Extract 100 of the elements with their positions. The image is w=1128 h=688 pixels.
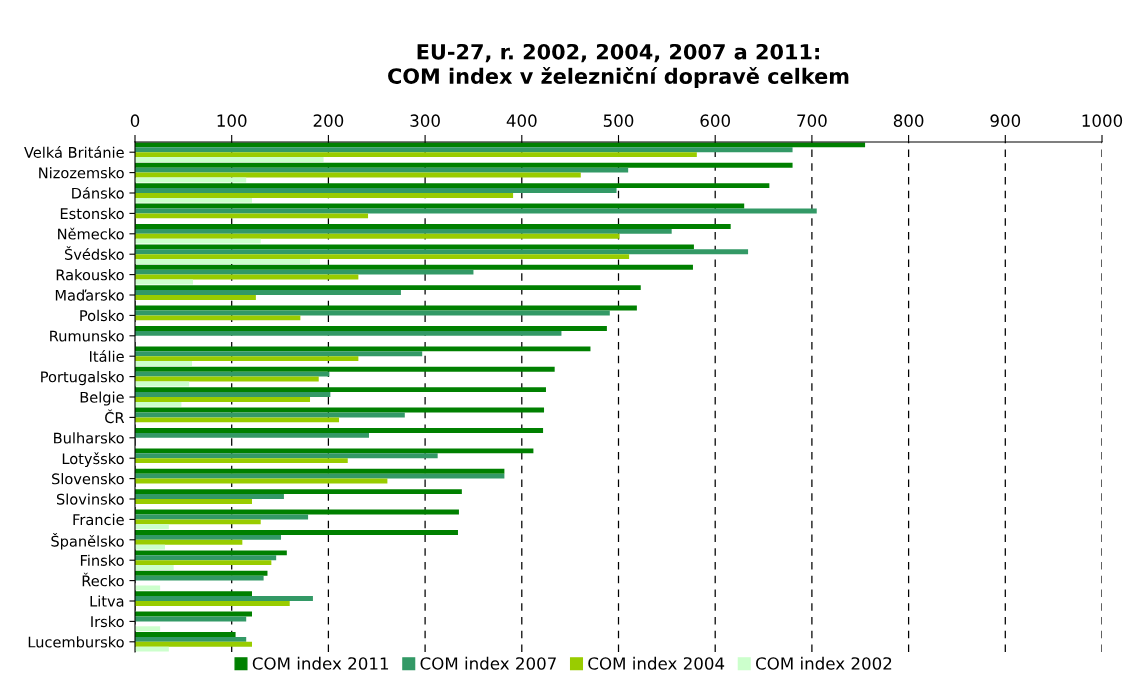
bar xyxy=(135,264,693,270)
bar xyxy=(135,233,620,239)
y-tick-label: Španělsko xyxy=(51,533,124,550)
bar xyxy=(135,611,253,617)
bar xyxy=(135,489,462,495)
bar xyxy=(135,636,247,642)
x-tick-label: 600 xyxy=(700,114,730,127)
y-tick-label: Švédsko xyxy=(64,246,124,260)
x-tick-label: 200 xyxy=(313,114,344,127)
x-tick-label: 700 xyxy=(797,114,827,127)
bar xyxy=(135,524,169,530)
bar xyxy=(135,596,313,601)
bar xyxy=(135,565,174,570)
bar xyxy=(135,448,534,454)
bar xyxy=(135,432,370,438)
bar xyxy=(135,326,607,331)
y-tick-label: Finsko xyxy=(80,554,124,566)
bar xyxy=(135,285,641,291)
bar xyxy=(135,197,253,203)
bar xyxy=(135,626,161,632)
bar xyxy=(135,453,438,459)
x-tick-label: 300 xyxy=(410,114,440,127)
bar xyxy=(135,249,749,255)
x-tick-label: 100 xyxy=(217,114,247,127)
bar xyxy=(135,269,474,275)
bar xyxy=(135,188,617,193)
x-tick-label: 500 xyxy=(603,114,634,127)
bar xyxy=(135,295,256,300)
bar xyxy=(135,387,546,393)
x-tick-label: 400 xyxy=(506,114,537,127)
bar xyxy=(135,519,261,525)
y-tick-label: Belgie xyxy=(80,391,124,406)
y-tick-label: Lucembursko xyxy=(28,636,124,648)
bar xyxy=(135,575,264,581)
bar xyxy=(135,193,514,198)
bar xyxy=(135,539,243,545)
y-tick-label: Lotyšsko xyxy=(62,452,124,468)
bar xyxy=(135,177,247,183)
y-tick-label: Portugalsko xyxy=(41,371,124,386)
bar xyxy=(135,203,745,209)
bar xyxy=(135,213,369,219)
y-tick-label: Řecko xyxy=(82,572,124,587)
y-tick-label: Velká Británie xyxy=(24,146,124,158)
bar xyxy=(135,530,458,535)
bar xyxy=(135,152,697,158)
bar xyxy=(135,351,423,357)
x-tick-label: 1000 xyxy=(1082,114,1123,127)
bar xyxy=(135,468,505,474)
y-tick-label: Slovensko xyxy=(52,473,124,485)
bar xyxy=(135,279,194,285)
bar xyxy=(135,591,253,597)
bar xyxy=(135,157,324,162)
x-tick-label: 900 xyxy=(990,114,1021,127)
bar xyxy=(135,147,793,153)
y-tick-label: Itálie xyxy=(89,350,124,362)
y-tick-label: Francie xyxy=(73,513,124,526)
bar xyxy=(135,228,672,234)
bar xyxy=(135,544,165,550)
y-tick-label: Rumunsko xyxy=(50,330,124,342)
bar xyxy=(135,428,544,433)
bar xyxy=(135,290,401,295)
bar xyxy=(135,371,330,377)
y-tick-label: Rakousko xyxy=(56,269,124,281)
bar xyxy=(135,417,340,423)
y-tick-label: Bulharsko xyxy=(54,432,124,444)
x-tick-label: 800 xyxy=(893,114,924,127)
bar xyxy=(135,550,287,556)
bar xyxy=(135,560,272,566)
legend-label: COM index 2011 xyxy=(252,656,389,670)
bar xyxy=(135,397,311,402)
bar xyxy=(135,224,731,229)
y-tick-label: ČR xyxy=(105,409,125,424)
legend-label: COM index 2004 xyxy=(588,656,725,670)
bar xyxy=(135,238,261,244)
y-tick-label: Maďarsko xyxy=(55,289,124,301)
bar xyxy=(135,346,591,352)
y-tick-label: Německo xyxy=(58,227,124,240)
bar xyxy=(135,632,236,637)
bar xyxy=(135,499,253,504)
bar xyxy=(135,458,348,464)
bar xyxy=(135,585,161,591)
bar xyxy=(135,244,694,250)
bar xyxy=(135,641,253,647)
chart-title: EU-27, r. 2002, 2004, 2007 a 2011: COM index v železniční dopravě celkem xyxy=(388,43,849,88)
y-tick-label: Litva xyxy=(90,595,124,607)
bar xyxy=(135,356,359,362)
x-tick-label: 0 xyxy=(130,114,140,127)
y-tick-label: Nizozemsko xyxy=(39,167,124,179)
bar xyxy=(135,330,562,336)
bar xyxy=(135,494,284,499)
bar xyxy=(135,555,277,561)
bar xyxy=(135,392,331,397)
y-tick-label: Polsko xyxy=(80,309,124,322)
bar xyxy=(135,401,182,407)
bar xyxy=(135,646,169,652)
bar xyxy=(135,509,459,515)
bar xyxy=(135,254,630,260)
y-tick-label: Estonsko xyxy=(60,207,124,220)
legend-label: COM index 2002 xyxy=(756,656,892,670)
bar xyxy=(135,361,193,366)
